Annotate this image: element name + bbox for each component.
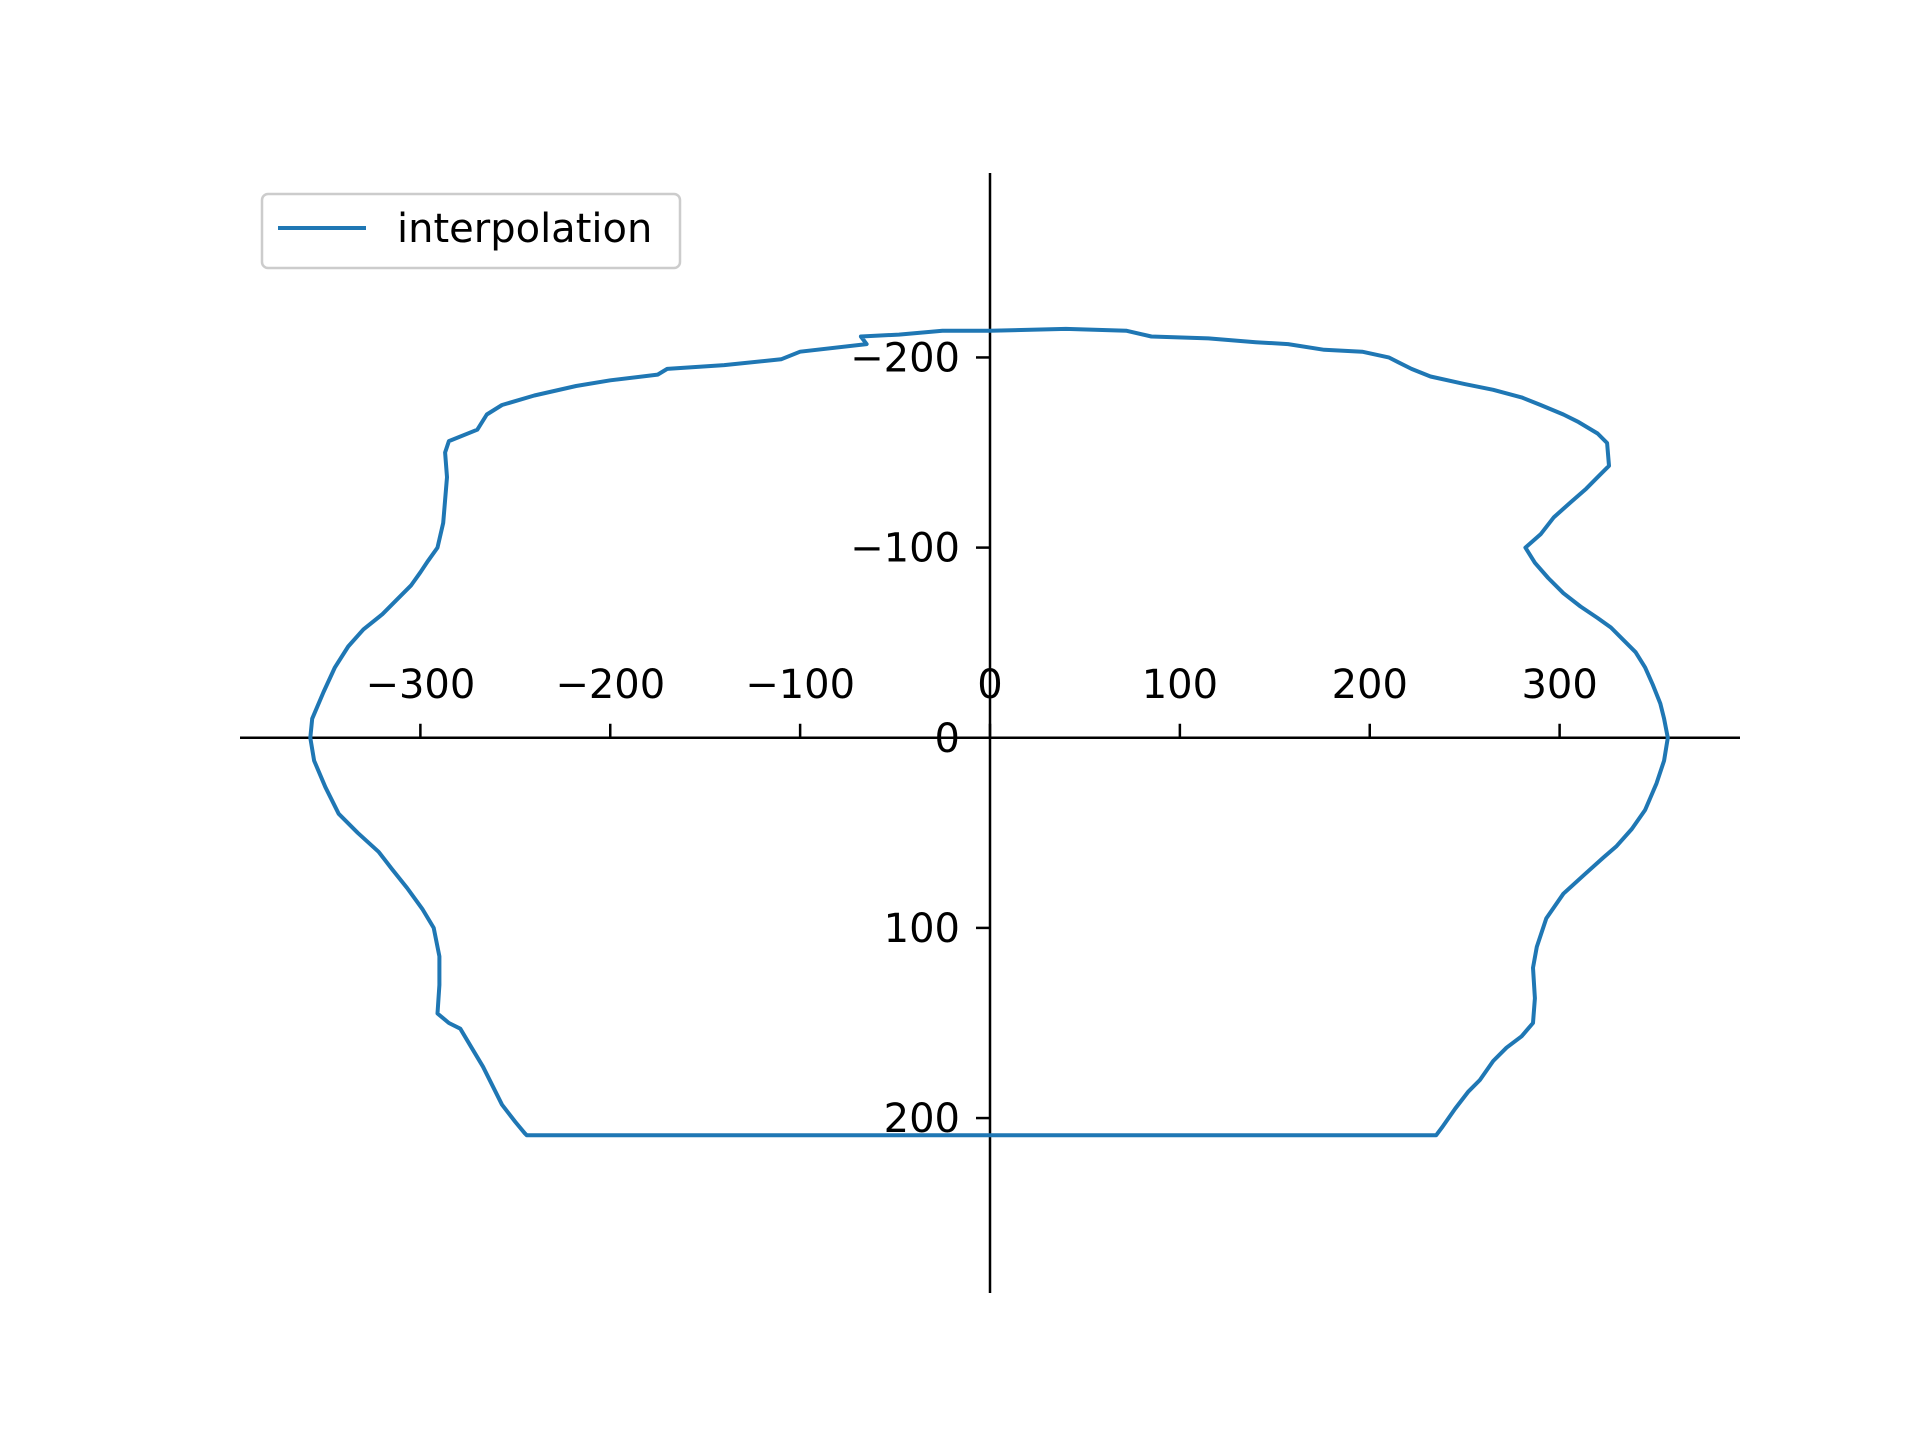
y-tick-label: 0 <box>935 716 960 762</box>
x-axis-ticks: −300 −200 −100 0 100 200 300 <box>365 662 1598 738</box>
y-tick-label: −100 <box>850 526 960 572</box>
x-tick-label: −200 <box>555 662 665 708</box>
x-tick-label: 200 <box>1332 662 1408 708</box>
series-line-interpolation <box>308 326 1670 1138</box>
x-tick-label: 100 <box>1142 662 1218 708</box>
x-tick-label: 300 <box>1521 662 1597 708</box>
x-tick-label: 0 <box>977 662 1002 708</box>
x-tick-label: −100 <box>745 662 855 708</box>
legend-label-interpolation: interpolation <box>397 206 652 252</box>
legend-box <box>260 192 682 270</box>
legend: interpolation <box>260 192 682 270</box>
x-tick-label: −300 <box>365 662 475 708</box>
y-tick-label: −200 <box>850 335 960 381</box>
y-tick-label: 100 <box>884 906 960 952</box>
